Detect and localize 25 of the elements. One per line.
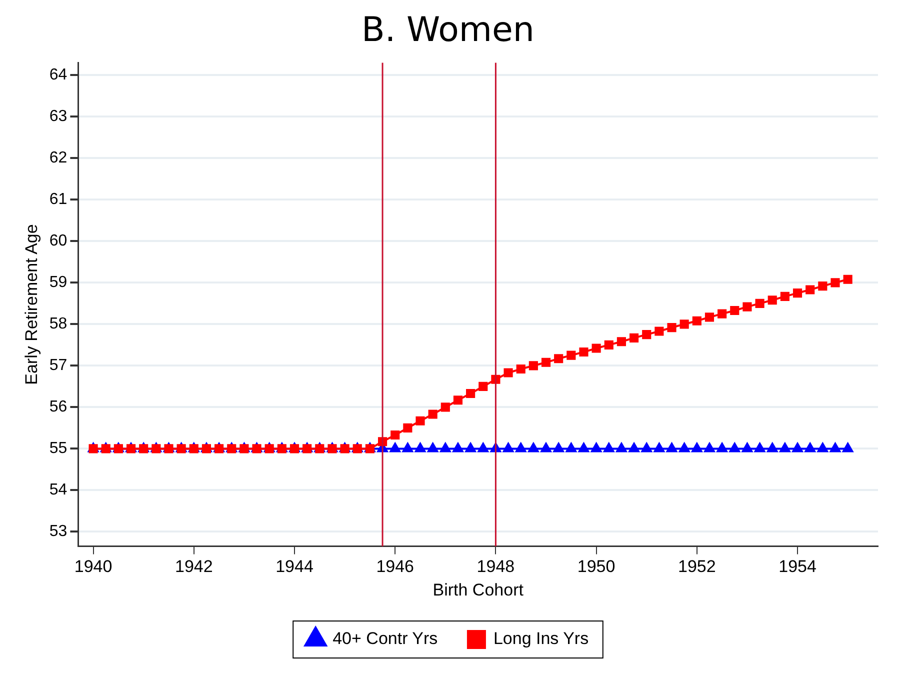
legend-label: Long Ins Yrs <box>493 629 589 648</box>
y-axis-title: Early Retirement Age <box>22 224 41 385</box>
y-tick-label: 64 <box>49 66 68 84</box>
y-tick-label: 61 <box>49 191 68 208</box>
legend-label: 40+ Contr Yrs <box>332 629 438 648</box>
y-tick-label: 62 <box>49 150 68 167</box>
y-tick-label: 53 <box>49 523 68 540</box>
y-tick-label: 56 <box>49 398 68 416</box>
y-tick-label: 57 <box>49 357 68 374</box>
x-tick-label: 1948 <box>476 557 515 576</box>
y-tick-label: 59 <box>49 274 68 292</box>
x-tick-label: 1940 <box>74 557 112 576</box>
y-tick-label: 63 <box>49 108 68 126</box>
y-tick-label: 58 <box>49 316 68 333</box>
y-tick-label: 60 <box>49 232 68 250</box>
x-tick-label: 1954 <box>778 557 816 576</box>
x-tick-label: 1942 <box>174 557 213 576</box>
x-tick-label: 1952 <box>678 557 716 576</box>
y-tick-label: 55 <box>49 440 68 458</box>
x-axis-title: Birth Cohort <box>432 580 524 600</box>
x-tick-label: 1946 <box>376 557 414 576</box>
x-tick-label: 1944 <box>276 557 314 576</box>
chart-title: B. Women <box>362 10 534 50</box>
x-tick-label: 1950 <box>577 557 616 576</box>
y-tick-label: 54 <box>49 482 68 499</box>
